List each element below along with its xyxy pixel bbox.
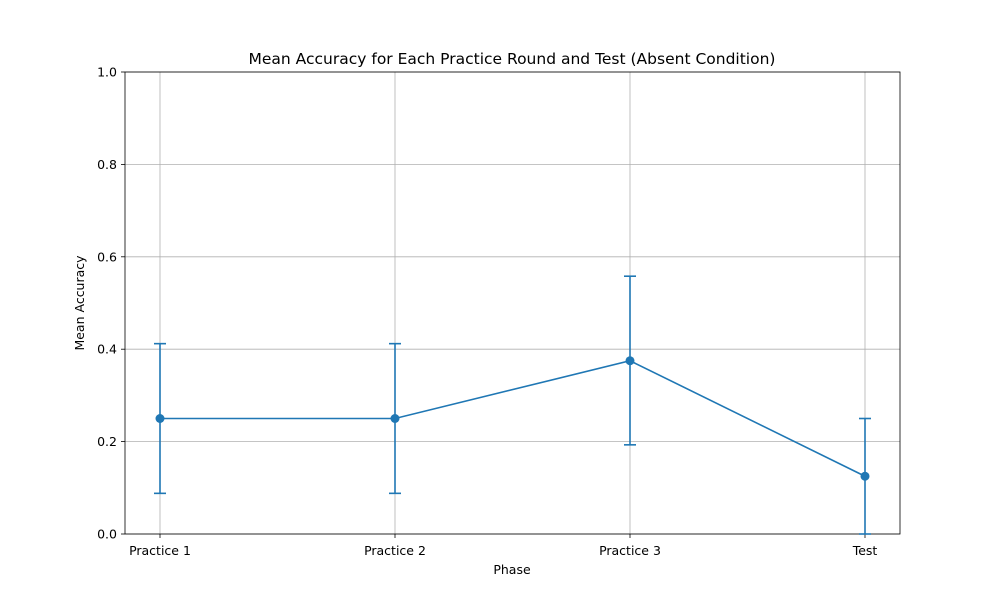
data-point [860, 471, 870, 481]
x-axis-label: Phase [493, 562, 531, 577]
x-tick-label: Practice 2 [364, 543, 426, 558]
x-tick-label: Test [852, 543, 878, 558]
grid [125, 71, 900, 535]
data-point [625, 356, 635, 366]
data-point [390, 414, 400, 423]
chart-title: Mean Accuracy for Each Practice Round an… [249, 50, 776, 68]
y-axis-label: Mean Accuracy [72, 255, 87, 351]
x-axis: Practice 1 Practice 2 Practice 3 Test [129, 534, 877, 558]
y-tick-label: 0.0 [97, 527, 117, 542]
data-series [154, 275, 871, 535]
y-tick-label: 0.8 [97, 157, 117, 172]
x-tick-label: Practice 3 [599, 543, 661, 558]
y-tick-label: 0.4 [97, 342, 117, 357]
y-tick-label: 0.2 [97, 434, 117, 449]
y-tick-label: 1.0 [97, 65, 117, 80]
x-tick-label: Practice 1 [129, 543, 191, 558]
y-axis: 0.0 0.2 0.4 0.6 0.8 1.0 [97, 65, 125, 542]
data-point [155, 414, 165, 423]
y-tick-label: 0.6 [97, 249, 117, 264]
plot-frame [124, 71, 901, 535]
series-line [160, 359, 866, 477]
